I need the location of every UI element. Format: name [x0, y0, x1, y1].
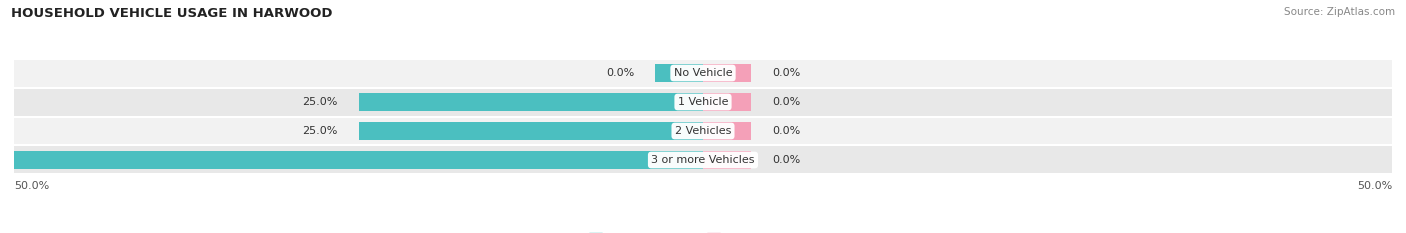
Text: 0.0%: 0.0%: [772, 68, 800, 78]
Bar: [359, 122, 703, 140]
Bar: [14, 145, 1392, 175]
Bar: [703, 151, 751, 169]
Bar: [14, 151, 703, 169]
Bar: [14, 88, 1392, 116]
Text: 1 Vehicle: 1 Vehicle: [678, 97, 728, 107]
Text: 25.0%: 25.0%: [302, 97, 337, 107]
Text: 25.0%: 25.0%: [302, 126, 337, 136]
Text: 0.0%: 0.0%: [772, 155, 800, 165]
Bar: [14, 58, 1392, 88]
Text: 0.0%: 0.0%: [772, 126, 800, 136]
Text: 50.0%: 50.0%: [1357, 181, 1392, 191]
Legend: Owner-occupied, Renter-occupied: Owner-occupied, Renter-occupied: [585, 228, 821, 233]
Text: Source: ZipAtlas.com: Source: ZipAtlas.com: [1284, 7, 1395, 17]
Text: HOUSEHOLD VEHICLE USAGE IN HARWOOD: HOUSEHOLD VEHICLE USAGE IN HARWOOD: [11, 7, 333, 20]
Text: No Vehicle: No Vehicle: [673, 68, 733, 78]
Bar: [703, 93, 751, 111]
Bar: [703, 64, 751, 82]
Bar: [14, 116, 1392, 145]
Text: 0.0%: 0.0%: [772, 97, 800, 107]
Text: 2 Vehicles: 2 Vehicles: [675, 126, 731, 136]
Bar: [655, 64, 703, 82]
Bar: [359, 93, 703, 111]
Text: 3 or more Vehicles: 3 or more Vehicles: [651, 155, 755, 165]
Bar: [703, 122, 751, 140]
Text: 0.0%: 0.0%: [606, 68, 634, 78]
Text: 50.0%: 50.0%: [14, 181, 49, 191]
